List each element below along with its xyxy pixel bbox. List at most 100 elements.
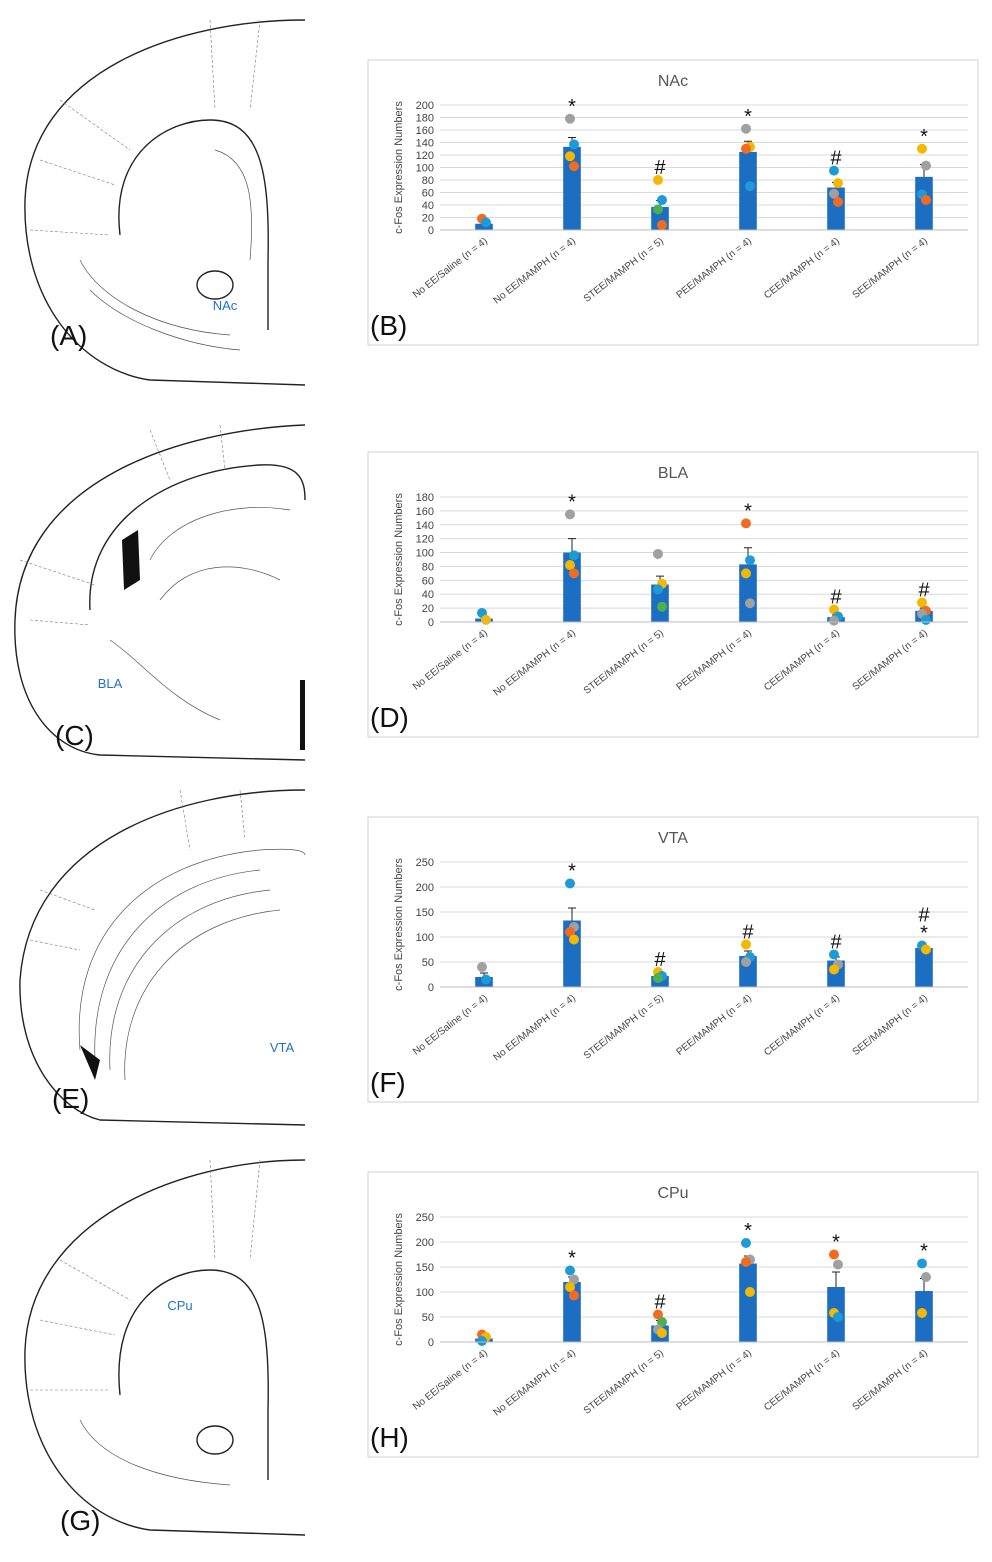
brain-c [14,424,306,761]
significance-mark: # [742,922,754,944]
significance-mark: * [832,1232,840,1254]
data-point [653,973,663,983]
data-point [653,1309,663,1320]
y-tick-label: 0 [428,982,434,994]
data-point [565,113,575,124]
region-label: NAc [213,298,238,313]
y-axis-label: c-Fos Expression Numbers [393,1213,405,1346]
data-point [833,196,843,207]
y-tick-label: 120 [416,534,434,546]
chart-title: CPu [657,1185,688,1202]
y-tick-label: 50 [422,1312,434,1324]
chart-title: VTA [658,830,688,847]
y-tick-label: 140 [416,520,434,532]
significance-mark: # [918,580,930,602]
data-point [741,1238,751,1248]
data-point [657,195,667,205]
y-tick-label: 150 [416,907,434,919]
y-tick-label: 100 [416,548,434,560]
significance-mark: * [568,96,576,118]
y-tick-label: 60 [422,188,434,200]
data-point [741,143,751,154]
y-tick-label: 100 [416,163,434,175]
y-tick-label: 250 [416,857,434,869]
data-point [565,151,575,162]
data-point [741,939,751,950]
data-point [569,1290,579,1301]
y-tick-label: 200 [416,100,434,112]
significance-mark: # [830,932,842,954]
data-point [569,568,579,579]
data-point [565,1282,575,1292]
data-point [829,615,839,626]
y-tick-label: 120 [416,150,434,162]
significance-mark: # [830,587,842,609]
data-point [829,188,839,199]
significance-mark: # [654,1292,666,1314]
y-tick-label: 80 [422,561,434,573]
y-tick-label: 40 [422,589,434,601]
data-point [565,1265,575,1276]
significance-mark: # [654,157,666,179]
y-axis-label: c-Fos Expression Numbers [393,493,405,626]
data-point [917,597,927,608]
chart: CPu c-Fos Expression Numbers 0 50 100 150 200 2… [367,1171,979,1458]
data-point [741,518,751,529]
data-point [477,1336,487,1346]
chart-frame [367,1171,979,1458]
significance-mark: * [568,1248,576,1270]
data-point [745,181,755,192]
ventricle [80,1045,100,1080]
data-point [921,160,931,171]
data-point [833,1259,843,1270]
data-point [565,878,575,889]
bar [739,151,757,230]
data-point [917,1308,927,1318]
data-point [569,550,579,561]
y-tick-label: 60 [422,575,434,587]
significance-mark: * [744,106,752,128]
significance-mark: * [744,1220,752,1242]
brain-e [19,789,306,1126]
data-point [481,614,491,625]
brain-a [24,19,306,386]
data-point [921,1272,931,1282]
y-tick-label: 0 [428,617,434,629]
data-point [745,1287,755,1297]
panel-label: (F) [370,1067,406,1098]
y-tick-label: 250 [416,1212,434,1224]
data-point [569,934,579,945]
data-point [741,123,751,134]
data-point [921,944,931,955]
data-point [917,1258,927,1269]
region-label: BLA [98,676,123,691]
data-point [657,220,667,230]
data-point [569,139,579,150]
data-point [481,217,491,228]
data-point [829,964,839,975]
data-point [565,509,575,520]
data-point [565,927,575,937]
brain-diagrams [14,19,306,1536]
significance-mark: * [744,500,752,522]
data-point [745,555,755,566]
data-point [921,614,931,625]
y-tick-label: 160 [416,506,434,518]
significance-mark: * [568,491,576,513]
chart-title: BLA [658,465,689,482]
y-tick-label: 150 [416,1262,434,1274]
data-point [741,957,751,967]
data-point [829,949,839,960]
significance-mark: * [920,1241,928,1263]
significance-mark: # [830,148,842,170]
bar [915,948,933,987]
panel-label: (B) [370,310,407,341]
y-tick-label: 50 [422,957,434,969]
y-tick-label: 20 [422,603,434,615]
error-bar [568,538,576,553]
y-tick-label: 0 [428,225,434,237]
region-label: CPu [167,1298,192,1313]
chart: VTA c-Fos Expression Numbers 0 50 100 150 200 2… [367,816,979,1103]
panel-label: (C) [55,720,94,751]
